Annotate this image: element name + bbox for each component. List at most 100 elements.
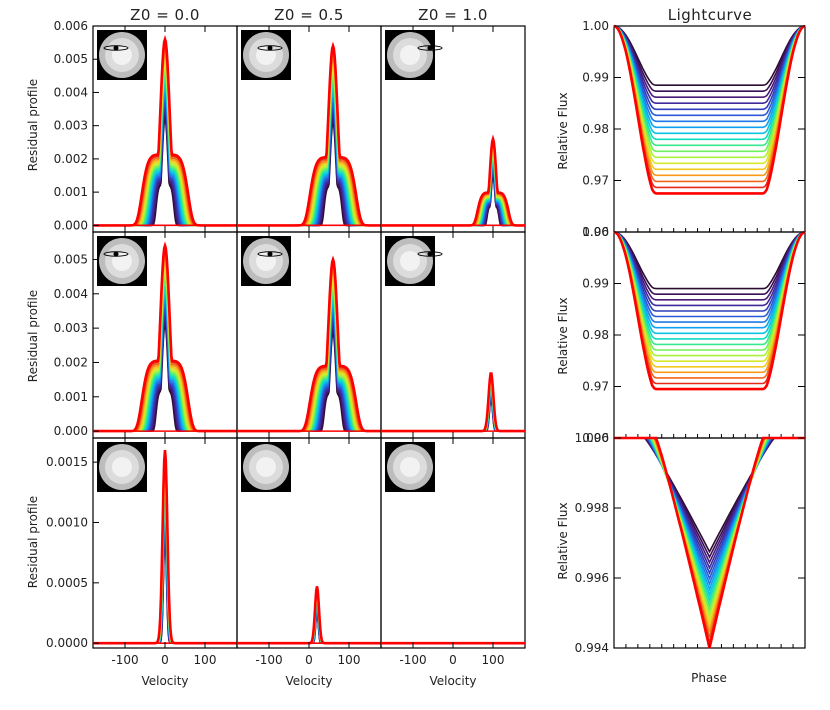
lightcurve-curve xyxy=(613,231,806,301)
y-tick-label: 0.96 xyxy=(582,431,609,445)
star-center xyxy=(400,251,420,271)
y-tick-label: 0.97 xyxy=(582,174,609,188)
profile-curve xyxy=(381,386,525,432)
lightcurve-curve xyxy=(613,25,806,92)
profile-curve xyxy=(381,157,525,227)
lightcurve-curve xyxy=(613,231,806,307)
profile-curve xyxy=(93,118,237,227)
lightcurve-outer-curve xyxy=(613,230,806,391)
lightcurve-curve xyxy=(613,25,806,111)
x-tick-label: 100 xyxy=(194,653,217,667)
lightcurve-curve xyxy=(613,231,806,362)
y-tick-label: 0.998 xyxy=(575,501,609,515)
y-tick-label: 1.000 xyxy=(575,431,609,445)
y-tick-label: 0.0015 xyxy=(46,455,88,469)
profile-curve xyxy=(237,598,381,644)
lightcurve-curve xyxy=(613,231,806,346)
x-tick-label: 0 xyxy=(305,653,313,667)
x-tick-label: 100 xyxy=(338,653,361,667)
x-tick-label: -100 xyxy=(399,653,426,667)
star-center xyxy=(256,251,276,271)
y-tick-label: 0.0000 xyxy=(46,636,88,650)
lightcurve-curve xyxy=(614,437,805,559)
star-center xyxy=(400,45,420,65)
profile-curve xyxy=(381,392,525,432)
lightcurve-curve xyxy=(613,231,806,312)
lightcurve-curve xyxy=(613,25,806,153)
profile-curve xyxy=(381,398,525,432)
profile-curve xyxy=(237,591,381,644)
profile-curve xyxy=(381,377,525,432)
column-title-1: Z0 = 0.0 xyxy=(130,6,200,24)
profile-curve xyxy=(381,385,525,432)
profile-curve xyxy=(237,595,381,644)
profile-curve xyxy=(93,324,237,432)
lightcurve-curve xyxy=(613,231,806,357)
profile-curve xyxy=(237,590,381,644)
y-tick-label: 0.002 xyxy=(54,355,88,369)
profile-curve xyxy=(381,388,525,432)
profile-curve xyxy=(93,315,237,432)
profile-curve xyxy=(237,605,381,644)
profile-outer-curve xyxy=(381,372,525,433)
y-tick-label: 0.005 xyxy=(54,252,88,266)
lightcurve-curve xyxy=(613,25,806,129)
star-center xyxy=(400,457,420,477)
profile-curve xyxy=(237,587,381,644)
x-tick-label: 100 xyxy=(482,653,505,667)
y-tick-label: 0.96 xyxy=(582,225,609,239)
profile-curve xyxy=(237,609,381,644)
y-tick-label: 0.004 xyxy=(54,85,88,99)
lightcurve-curve xyxy=(613,25,806,123)
y-tick-label: 0.000 xyxy=(54,218,88,232)
lightcurve-curve xyxy=(613,231,806,290)
lc-ylabel-2: Relative Flux xyxy=(556,297,570,374)
profile-curve xyxy=(237,588,381,644)
y-tick-label: 0.98 xyxy=(582,328,609,342)
lightcurve-curve xyxy=(614,437,805,570)
profile-curve xyxy=(381,389,525,432)
x-tick-label: -100 xyxy=(111,653,138,667)
y-tick-label: 0.000 xyxy=(54,424,88,438)
profile-curve xyxy=(237,597,381,644)
lightcurve-curve xyxy=(613,231,806,340)
y-tick-label: 0.001 xyxy=(54,185,88,199)
y-tick-label: 1.00 xyxy=(582,19,609,33)
y-tick-label: 0.994 xyxy=(575,641,609,655)
y-tick-label: 0.996 xyxy=(575,571,609,585)
profile-curve xyxy=(381,396,525,432)
profile-curve xyxy=(381,384,525,432)
y-tick-label: 0.006 xyxy=(54,19,88,33)
lightcurve-curve xyxy=(613,231,806,379)
planet-disk xyxy=(113,45,119,51)
lightcurve-curve xyxy=(613,25,806,147)
profile-curve xyxy=(381,381,525,432)
planet-disk xyxy=(267,45,273,51)
profile-curve xyxy=(381,395,525,432)
profile-xlabel-1: Velocity xyxy=(141,674,188,688)
column-title-3: Z0 = 1.0 xyxy=(418,6,488,24)
profile-curve xyxy=(381,378,525,432)
lightcurve-curve xyxy=(613,25,806,177)
profile-curve xyxy=(237,602,381,644)
lightcurve-curve xyxy=(613,25,806,98)
panels-group: 0.000 0.001 0.002 0.003 0.004 0.005 0.006 0.000… xyxy=(46,19,806,667)
profile-curve xyxy=(93,109,237,227)
y-tick-label: 0.99 xyxy=(582,71,609,85)
x-tick-label: -100 xyxy=(255,653,282,667)
profile-ylabel-1: Residual profile xyxy=(26,79,40,171)
lightcurve-curve xyxy=(613,231,806,323)
profile-curve xyxy=(93,289,237,432)
planet-disk xyxy=(113,251,119,257)
y-tick-label: 0.98 xyxy=(582,122,609,136)
profile-curve xyxy=(237,606,381,644)
lightcurve-curve xyxy=(614,437,805,565)
profile-curve xyxy=(93,311,237,432)
profile-curve xyxy=(93,105,237,227)
profile-curve xyxy=(93,114,237,227)
y-tick-label: 0.0010 xyxy=(46,515,88,529)
lightcurve-curve xyxy=(614,437,805,554)
lightcurve-curve xyxy=(613,25,806,183)
lightcurve-curve xyxy=(613,25,806,141)
